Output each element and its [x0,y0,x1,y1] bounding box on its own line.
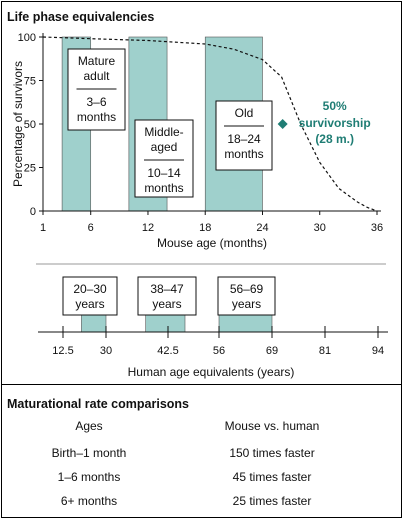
x-tick-label: 18 [199,222,211,234]
x-tick-label: 6 [88,222,94,234]
x-axis-label: Mouse age (months) [157,236,267,250]
y-tick-label: 75 [24,76,36,88]
human-range: 20–30 [73,282,107,296]
x-tick-label: 24 [256,222,268,234]
phase-name: adult [83,69,110,83]
x-tick-label: 12 [142,222,154,234]
human-label-box [62,276,118,316]
human-range: 38–47 [150,282,184,296]
human-unit: years [152,297,181,311]
human-unit: years [232,297,261,311]
human-range: 56–69 [230,282,264,296]
rates-value-cell: 45 times faster [232,470,312,484]
rates-header-ages: Ages [75,419,103,433]
rates-row: Birth–1 month 150 times faster [0,446,405,464]
x-tick-label: 36 [371,222,383,234]
human-tick-label: 94 [372,345,384,357]
phase-range: 10–14 [147,166,181,180]
human-tick-label: 12.5 [52,345,73,357]
phase-name: Mature [78,54,116,68]
rates-title: Maturational rate comparisons [7,397,189,411]
human-unit: years [75,297,104,311]
y-axis-label: Percentage of survivors [11,61,25,187]
phase-unit: months [224,147,263,161]
phase-name: Old [235,106,254,120]
human-axis-label: Human age equivalents (years) [128,365,295,379]
human-tick-label: 56 [213,345,225,357]
rates-row: 6+ months 25 times faster [0,494,405,512]
survival-curve-line [42,36,378,212]
phase-unit: months [77,110,116,124]
human-tick-label: 81 [319,345,331,357]
rates-age-cell: 1–6 months [57,470,121,484]
survivorship-marker [277,119,288,129]
phase-label-box [215,100,273,171]
section-divider [2,384,402,385]
human-tick-label: 69 [266,345,278,357]
rates-row: 1–6 months 45 times faster [0,470,405,488]
phase-name: Middle- [144,125,183,139]
y-tick-label: 25 [24,163,36,175]
rates-value-cell: 150 times faster [229,446,315,460]
rates-value-cell: 25 times faster [232,494,312,508]
human-label-box [137,276,197,316]
life-phase-chart: Life phase equivalencies 0 25 50 75 100 1 6 12 18… [7,10,388,379]
human-label-box [217,276,276,316]
rates-age-cell: 6+ months [60,494,118,508]
phase-name: aged [151,140,178,154]
rates-header-comparison: Mouse vs. human [224,419,320,433]
phase-label-box [134,119,194,198]
phase-range: 18–24 [227,132,261,146]
phase-unit: months [144,181,183,195]
y-tick-label: 50 [24,119,36,131]
phase-range: 3–6 [86,95,106,109]
chart-title: Life phase equivalencies [7,10,154,24]
rates-age-cell: Birth–1 month [51,446,127,460]
x-tick-label: 30 [314,222,326,234]
y-tick-label: 100 [18,32,36,44]
survivorship-label-line1: 50% [323,99,347,113]
survivorship-label-line2: survivorship [299,116,371,130]
x-tick-label: 1 [40,222,46,234]
survivorship-label-line3: (28 m.) [315,132,354,146]
rates-header-row: Ages Mouse vs. human [0,419,405,437]
human-tick-label: 30 [100,345,112,357]
human-tick-label: 42.5 [157,345,178,357]
y-tick-label: 0 [30,206,36,218]
